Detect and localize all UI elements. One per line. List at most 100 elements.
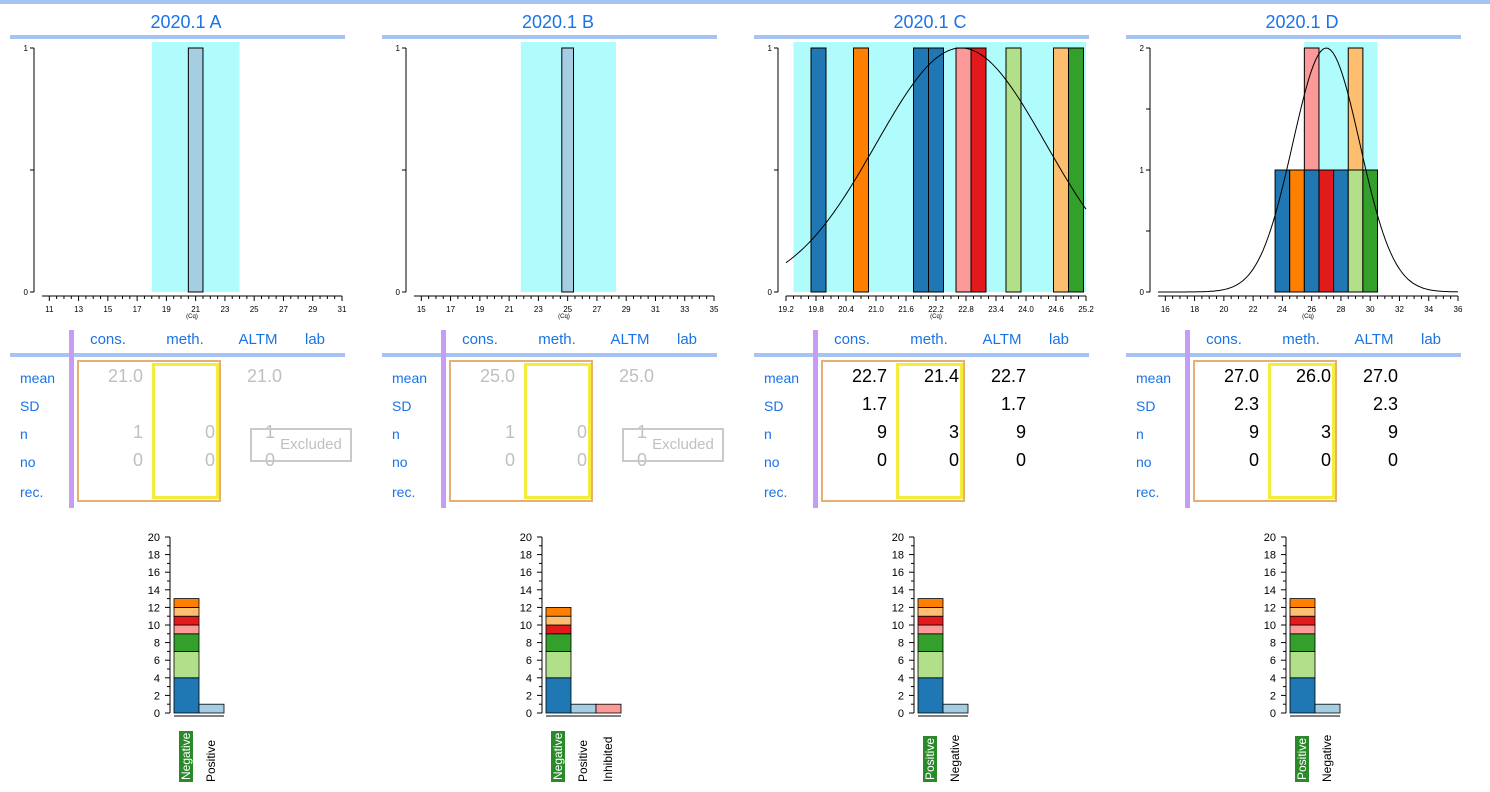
x-tick-label: 15 [417,305,426,314]
x-tick-label: 23.4 [988,305,1004,314]
x-tick-label: 33 [680,305,689,314]
row-label-no: no [1136,454,1152,470]
x-tick-label: 36 [1454,305,1463,314]
stack-segment [1289,624,1316,635]
stat-cell-n: 9 [876,422,887,442]
stack-segment [545,615,572,626]
stat-cell-n: 1 [504,422,515,442]
stat-cell-no: 0 [1015,450,1026,470]
col-header-meth: meth. [1282,331,1320,348]
col-header-altm: ALTM [982,331,1022,348]
stat-cell-mean: 21.0 [107,366,143,386]
row-separator [441,330,446,508]
histogram-bar [1068,47,1084,293]
stat-cell-sd: 1.7 [1000,394,1026,414]
header-rule [382,353,717,357]
row-separator [1185,330,1190,508]
x-tick-label: 16 [1161,305,1170,314]
stack-y-tick-label: 8 [154,638,160,650]
stat-cell-n: 1 [132,422,143,442]
stack-segment [545,651,572,679]
histogram-bar [810,47,827,293]
stack-y-tick-label: 10 [520,620,532,632]
category-label: Negative [551,730,565,782]
x-tick-label: 24.0 [1018,305,1034,314]
cons-box [77,360,221,502]
title-rule [382,35,717,39]
stat-cell-no: 0 [948,450,959,470]
stat-cell-no: 0 [132,450,143,470]
row-label-no: no [20,454,36,470]
stack-y-tick-label: 18 [892,550,904,562]
stat-cell-n: 3 [948,422,959,442]
x-tick-label: 27 [279,305,288,314]
stack-segment [1314,703,1341,714]
stack-segment [198,703,225,714]
category-label: Positive [1295,735,1309,782]
stack-y-tick-label: 10 [148,620,160,632]
stack-y-tick-label: 14 [892,585,904,597]
row-label-n: n [764,426,772,442]
stack-y-tick-label: 12 [148,602,160,614]
histogram-chart: 0 1 2 16 18 20 22 24 26 28 30 32 34 36 (Cq) [1140,42,1463,320]
cons-box [1193,360,1337,502]
x-tick-label: 19.8 [808,305,824,314]
stack-segment [917,598,944,608]
stat-cell-mean: 21.0 [246,366,282,386]
x-tick-label: 21 [505,305,514,314]
row-label-mean: mean [1136,370,1172,386]
stack-y-tick-label: 0 [1270,708,1276,720]
y-tick-label: 2 [1140,44,1145,53]
stack-segment [173,677,200,714]
stack-segment [545,607,572,617]
header-rule [1126,353,1461,357]
row-label-n: n [1136,426,1144,442]
stack-segment [173,598,200,608]
row-label-rec: rec. [20,484,44,500]
category-label: Positive [204,739,218,782]
category-label: Inhibited [601,736,615,782]
stat-cell-mean: 22.7 [990,366,1026,386]
stack-segment [917,624,944,635]
x-tick-label: 32 [1395,305,1404,314]
stack-y-tick-label: 16 [148,567,160,579]
x-tick-label: 22.2 [928,305,944,314]
panel-title: 2020.1 A [150,12,222,32]
stat-cell-no: 0 [504,450,515,470]
row-label-mean: mean [764,370,800,386]
x-tick-label: 24 [1278,305,1287,314]
col-header-altm: ALTM [610,331,650,348]
row-label-sd: SD [1136,398,1156,414]
stack-y-tick-label: 20 [892,532,904,544]
stack-y-tick-label: 14 [520,585,532,597]
histogram-bar [928,47,944,293]
stat-cell-n: 0 [204,422,215,442]
row-label-no: no [392,454,408,470]
y-tick-label: 0 [768,288,773,297]
stat-cell-sd: 2.3 [1233,394,1259,414]
x-axis-label: (Cq) [1302,314,1314,320]
stack-y-tick-label: 10 [892,620,904,632]
stack-y-tick-label: 20 [148,532,160,544]
stack-segment [917,615,944,626]
stack-y-tick-label: 0 [898,708,904,720]
row-label-rec: rec. [1136,484,1160,500]
category-label: Negative [1320,734,1334,782]
histogram-bar [187,47,204,293]
stack-segment [173,633,200,652]
x-tick-label: 28 [1336,305,1345,314]
stack-segment [570,703,597,714]
stack-segment [917,607,944,617]
x-axis-label: (Cq) [558,314,570,320]
row-label-sd: SD [764,398,784,414]
title-rule [754,35,1089,39]
x-tick-label: 22.8 [958,305,974,314]
stat-cell-no: 0 [576,450,587,470]
stat-cell-n: 1 [636,422,647,442]
stat-cell-sd: 1.7 [861,394,887,414]
x-tick-label: 19 [162,305,171,314]
x-tick-label: 34 [1424,305,1433,314]
x-tick-label: 22 [1249,305,1258,314]
stack-segment [1289,598,1316,608]
stack-segment [545,677,572,714]
